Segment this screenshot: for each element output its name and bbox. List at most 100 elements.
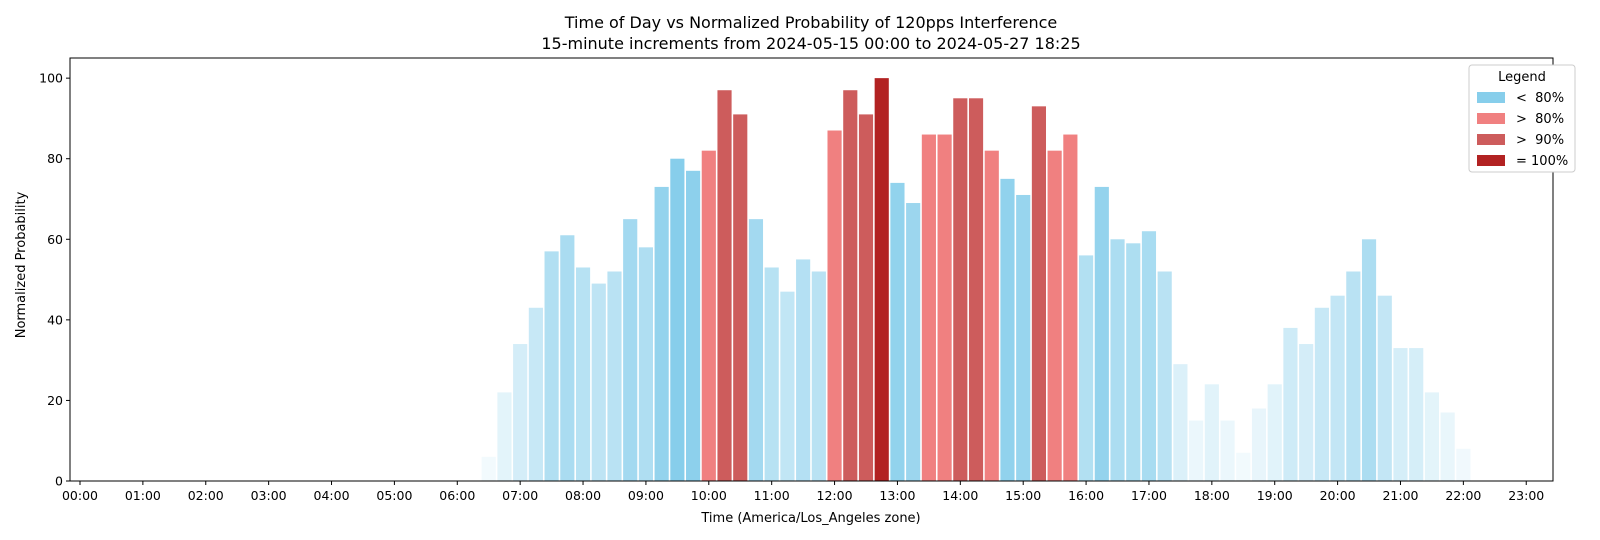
bar-1300 xyxy=(890,182,905,481)
x-tick-label: 00:00 xyxy=(62,488,98,503)
bar-1430 xyxy=(984,150,999,481)
bar-1315 xyxy=(906,203,921,481)
x-tick-label: 18:00 xyxy=(1194,488,1230,503)
bar-1345 xyxy=(937,134,952,482)
bar-0945 xyxy=(686,170,701,482)
chart-title: Time of Day vs Normalized Probability of… xyxy=(564,13,1057,32)
bar-0700 xyxy=(513,344,528,481)
bar-0845 xyxy=(623,219,638,481)
bar-1900 xyxy=(1267,384,1282,481)
x-axis-label: Time (America/Los_Angeles zone) xyxy=(700,511,920,526)
x-tick-label: 02:00 xyxy=(188,488,224,503)
bar-0730 xyxy=(544,251,559,481)
bar-1200 xyxy=(827,130,842,481)
bars-layer xyxy=(481,78,1471,482)
bar-2145 xyxy=(1440,412,1455,481)
y-axis-label: Normalized Probability xyxy=(14,191,29,338)
bar-0900 xyxy=(638,247,653,481)
y-tick-label: 0 xyxy=(55,474,63,489)
bar-0830 xyxy=(607,271,622,481)
x-tick-label: 09:00 xyxy=(628,488,664,503)
bar-1100 xyxy=(764,267,779,481)
bar-1945 xyxy=(1314,307,1329,481)
x-tick-label: 20:00 xyxy=(1320,488,1356,503)
legend-label-1: > 80% xyxy=(1516,112,1564,127)
bar-1845 xyxy=(1251,408,1267,481)
x-tick-label: 03:00 xyxy=(251,488,287,503)
x-tick-label: 14:00 xyxy=(942,488,978,503)
bar-0630 xyxy=(481,456,496,481)
bar-1030 xyxy=(733,114,748,482)
bar-1645 xyxy=(1126,243,1141,481)
x-tick-label: 19:00 xyxy=(1257,488,1293,503)
bar-1245 xyxy=(874,78,889,481)
bar-1545 xyxy=(1063,134,1078,482)
y-tick-label: 40 xyxy=(47,312,63,327)
bar-1215 xyxy=(843,90,858,481)
legend-swatch-1 xyxy=(1477,113,1505,124)
x-tick-label: 21:00 xyxy=(1382,488,1418,503)
bar-2130 xyxy=(1424,392,1439,481)
bar-1515 xyxy=(1031,106,1046,481)
y-tick-label: 60 xyxy=(47,232,63,247)
bar-1500 xyxy=(1016,194,1031,481)
x-tick-label: 16:00 xyxy=(1068,488,1104,503)
x-tick-label: 08:00 xyxy=(565,488,601,503)
bar-1530 xyxy=(1047,150,1062,481)
x-tick-label: 01:00 xyxy=(125,488,161,503)
bar-1600 xyxy=(1079,255,1094,481)
x-tick-label: 04:00 xyxy=(314,488,350,503)
chart-subtitle: 15-minute increments from 2024-05-15 00:… xyxy=(541,34,1080,53)
bar-2045 xyxy=(1377,295,1392,481)
bar-1615 xyxy=(1094,186,1109,481)
bar-1630 xyxy=(1110,239,1125,481)
y-tick-label: 80 xyxy=(47,151,63,166)
bar-1815 xyxy=(1220,420,1235,481)
legend-label-0: < 80% xyxy=(1516,91,1564,106)
x-tick-label: 07:00 xyxy=(502,488,538,503)
x-tick-label: 22:00 xyxy=(1445,488,1481,503)
bar-0745 xyxy=(560,235,575,481)
bar-1700 xyxy=(1141,231,1157,481)
legend: Legend < 80% > 80% > 90% = 100% xyxy=(1468,64,1576,173)
x-tick-label: 15:00 xyxy=(1005,488,1041,503)
legend-label-2: > 90% xyxy=(1516,133,1564,148)
x-tick-label: 13:00 xyxy=(879,488,915,503)
bar-2100 xyxy=(1393,348,1408,481)
bar-0915 xyxy=(654,186,669,481)
y-tick-label: 20 xyxy=(47,393,63,408)
bar-1915 xyxy=(1283,327,1298,481)
bar-2000 xyxy=(1330,295,1345,481)
bar-1400 xyxy=(953,98,968,481)
bar-1230 xyxy=(858,114,874,482)
bar-1800 xyxy=(1204,384,1219,481)
x-tick-label: 11:00 xyxy=(754,488,790,503)
y-tick-label: 100 xyxy=(39,71,63,86)
bar-1415 xyxy=(968,98,984,481)
bar-0930 xyxy=(670,158,685,481)
x-tick-label: 05:00 xyxy=(376,488,412,503)
bar-1115 xyxy=(780,291,795,481)
bar-1000 xyxy=(701,150,716,481)
bar-2115 xyxy=(1409,348,1424,481)
bar-1730 xyxy=(1173,364,1188,481)
bar-2030 xyxy=(1361,239,1377,481)
legend-title: Legend xyxy=(1498,70,1546,85)
axes-layer: 0 20 40 60 80 100 00:00 01:00 02:00 03:00 04:00 05:… xyxy=(39,71,1544,503)
x-tick-label: 06:00 xyxy=(439,488,475,503)
bar-2200 xyxy=(1456,448,1471,481)
bar-2015 xyxy=(1346,271,1361,481)
bar-1130 xyxy=(796,259,811,481)
legend-swatch-0 xyxy=(1477,92,1505,103)
legend-label-3: = 100% xyxy=(1516,154,1568,169)
bar-1445 xyxy=(1000,178,1015,482)
bar-0815 xyxy=(591,283,606,481)
bar-0715 xyxy=(528,307,543,481)
legend-swatch-2 xyxy=(1477,134,1505,145)
bar-1330 xyxy=(921,134,936,482)
x-tick-label: 23:00 xyxy=(1508,488,1544,503)
bar-1015 xyxy=(717,90,732,481)
legend-swatch-3 xyxy=(1477,155,1505,166)
bar-1715 xyxy=(1157,271,1172,481)
